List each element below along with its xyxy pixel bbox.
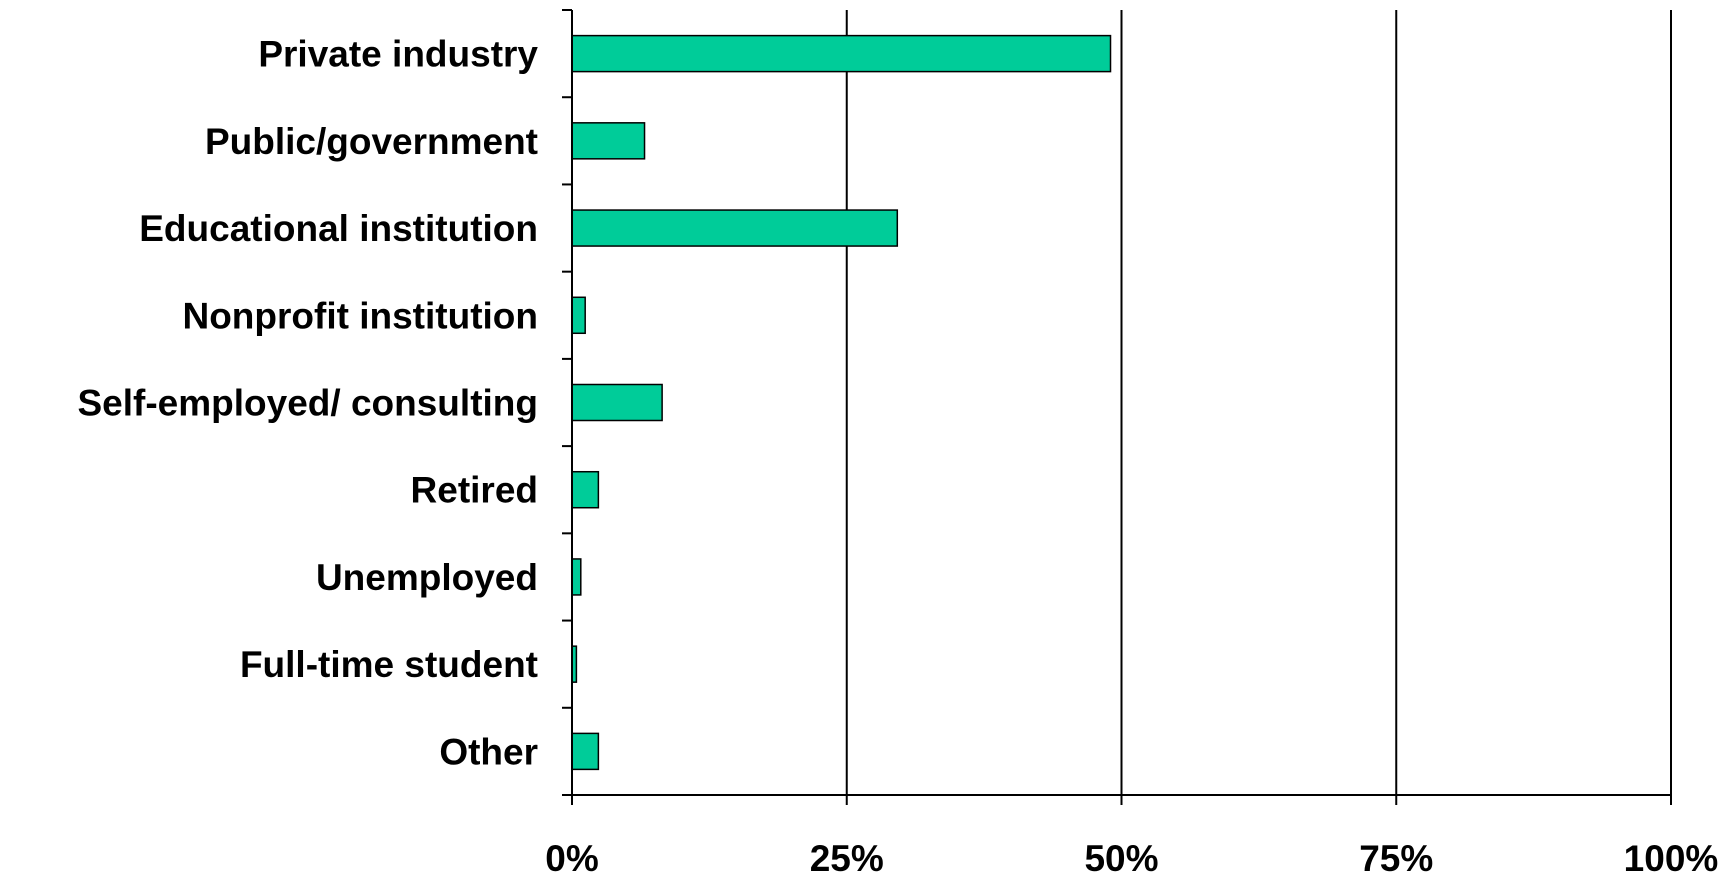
bar-6 bbox=[571, 558, 582, 596]
x-tick-label: 75% bbox=[1359, 838, 1433, 879]
category-label: Full-time student bbox=[240, 644, 538, 685]
bar-1 bbox=[571, 122, 646, 160]
bars bbox=[571, 34, 1112, 771]
x-tick-labels: 0% 25% 50% 75% 100% bbox=[545, 838, 1718, 879]
bar-3 bbox=[571, 296, 586, 335]
x-tick-label: 25% bbox=[810, 838, 884, 879]
grid-layer bbox=[845, 10, 1672, 795]
category-label: Unemployed bbox=[316, 557, 538, 598]
category-label: Retired bbox=[411, 470, 538, 511]
category-label: Self-employed/ consulting bbox=[78, 383, 539, 424]
category-label: Public/government bbox=[205, 121, 538, 162]
x-tick-label: 50% bbox=[1084, 838, 1158, 879]
x-tick-label: 100% bbox=[1624, 838, 1719, 879]
bar-4 bbox=[571, 383, 663, 422]
category-label: Nonprofit institution bbox=[182, 295, 538, 336]
bar-0 bbox=[571, 34, 1112, 73]
bar-2 bbox=[571, 209, 899, 247]
x-tick-label: 0% bbox=[545, 838, 598, 879]
category-labels: Private industry Public/government Educati… bbox=[78, 34, 539, 773]
category-label: Other bbox=[439, 731, 538, 772]
bar-5 bbox=[571, 470, 600, 509]
category-label: Private industry bbox=[258, 34, 538, 75]
axes bbox=[562, 9, 1672, 805]
bar-8 bbox=[571, 732, 600, 771]
category-label: Educational institution bbox=[139, 208, 538, 249]
